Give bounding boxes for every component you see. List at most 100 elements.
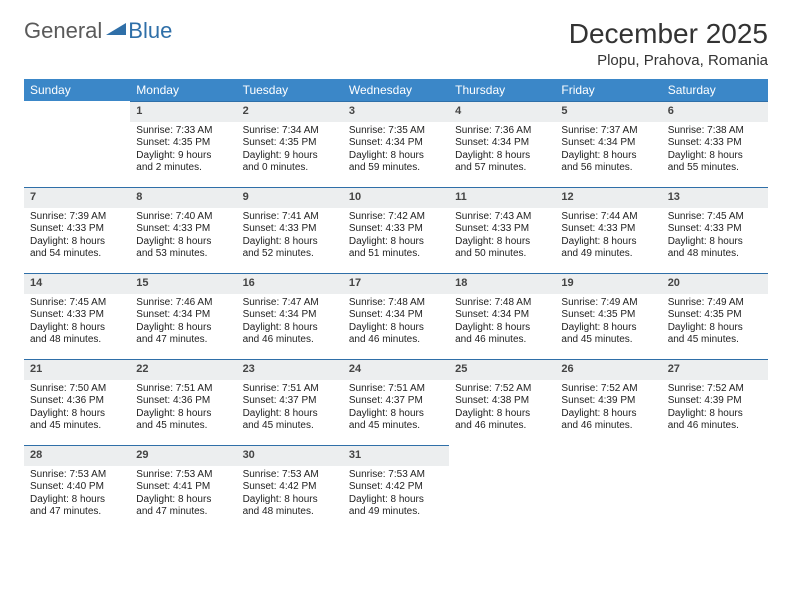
day-details: Sunrise: 7:43 AMSunset: 4:33 PMDaylight:… <box>449 208 555 265</box>
sunset-text: Sunset: 4:42 PM <box>349 481 443 494</box>
calendar-table: Sunday Monday Tuesday Wednesday Thursday… <box>24 79 768 531</box>
day-number: 13 <box>662 187 768 208</box>
day-details: Sunrise: 7:53 AMSunset: 4:40 PMDaylight:… <box>24 466 130 523</box>
day-details: Sunrise: 7:53 AMSunset: 4:41 PMDaylight:… <box>130 466 236 523</box>
day-number: 27 <box>662 359 768 380</box>
sunrise-text: Sunrise: 7:53 AM <box>243 469 337 482</box>
sunrise-text: Sunrise: 7:50 AM <box>30 383 124 396</box>
daylight-text: Daylight: 9 hours and 0 minutes. <box>243 150 337 175</box>
day-details: Sunrise: 7:53 AMSunset: 4:42 PMDaylight:… <box>237 466 343 523</box>
day-details: Sunrise: 7:52 AMSunset: 4:39 PMDaylight:… <box>555 380 661 437</box>
calendar-day: 18Sunrise: 7:48 AMSunset: 4:34 PMDayligh… <box>449 273 555 359</box>
daylight-text: Daylight: 8 hours and 49 minutes. <box>561 236 655 261</box>
calendar-day: 1Sunrise: 7:33 AMSunset: 4:35 PMDaylight… <box>130 101 236 187</box>
calendar-day: . <box>24 101 130 187</box>
calendar-day: 4Sunrise: 7:36 AMSunset: 4:34 PMDaylight… <box>449 101 555 187</box>
sunrise-text: Sunrise: 7:49 AM <box>668 297 762 310</box>
day-details: Sunrise: 7:44 AMSunset: 4:33 PMDaylight:… <box>555 208 661 265</box>
day-details: Sunrise: 7:48 AMSunset: 4:34 PMDaylight:… <box>449 294 555 351</box>
sunrise-text: Sunrise: 7:39 AM <box>30 211 124 224</box>
sunrise-text: Sunrise: 7:51 AM <box>349 383 443 396</box>
sunrise-text: Sunrise: 7:35 AM <box>349 125 443 138</box>
daylight-text: Daylight: 8 hours and 49 minutes. <box>349 494 443 519</box>
calendar-day: 24Sunrise: 7:51 AMSunset: 4:37 PMDayligh… <box>343 359 449 445</box>
calendar-day: 22Sunrise: 7:51 AMSunset: 4:36 PMDayligh… <box>130 359 236 445</box>
daylight-text: Daylight: 8 hours and 45 minutes. <box>136 408 230 433</box>
day-number: 18 <box>449 273 555 294</box>
sunset-text: Sunset: 4:41 PM <box>136 481 230 494</box>
sunset-text: Sunset: 4:34 PM <box>455 309 549 322</box>
daylight-text: Daylight: 8 hours and 47 minutes. <box>30 494 124 519</box>
sunset-text: Sunset: 4:36 PM <box>30 395 124 408</box>
sunset-text: Sunset: 4:34 PM <box>136 309 230 322</box>
day-number: 10 <box>343 187 449 208</box>
calendar-day: 27Sunrise: 7:52 AMSunset: 4:39 PMDayligh… <box>662 359 768 445</box>
sunset-text: Sunset: 4:33 PM <box>243 223 337 236</box>
calendar-week: 7Sunrise: 7:39 AMSunset: 4:33 PMDaylight… <box>24 187 768 273</box>
calendar-day: 28Sunrise: 7:53 AMSunset: 4:40 PMDayligh… <box>24 445 130 531</box>
day-details: Sunrise: 7:36 AMSunset: 4:34 PMDaylight:… <box>449 122 555 179</box>
sunrise-text: Sunrise: 7:53 AM <box>349 469 443 482</box>
daylight-text: Daylight: 8 hours and 45 minutes. <box>668 322 762 347</box>
day-number: 16 <box>237 273 343 294</box>
calendar-day: 14Sunrise: 7:45 AMSunset: 4:33 PMDayligh… <box>24 273 130 359</box>
daylight-text: Daylight: 8 hours and 46 minutes. <box>455 322 549 347</box>
daylight-text: Daylight: 8 hours and 46 minutes. <box>668 408 762 433</box>
calendar-day: 12Sunrise: 7:44 AMSunset: 4:33 PMDayligh… <box>555 187 661 273</box>
sunrise-text: Sunrise: 7:52 AM <box>561 383 655 396</box>
day-details: Sunrise: 7:52 AMSunset: 4:39 PMDaylight:… <box>662 380 768 437</box>
daylight-text: Daylight: 8 hours and 45 minutes. <box>561 322 655 347</box>
daylight-text: Daylight: 8 hours and 46 minutes. <box>349 322 443 347</box>
day-number: 23 <box>237 359 343 380</box>
sunrise-text: Sunrise: 7:46 AM <box>136 297 230 310</box>
calendar-week: 21Sunrise: 7:50 AMSunset: 4:36 PMDayligh… <box>24 359 768 445</box>
daylight-text: Daylight: 8 hours and 53 minutes. <box>136 236 230 261</box>
sunset-text: Sunset: 4:33 PM <box>561 223 655 236</box>
daylight-text: Daylight: 8 hours and 50 minutes. <box>455 236 549 261</box>
daylight-text: Daylight: 8 hours and 48 minutes. <box>30 322 124 347</box>
calendar-week: 28Sunrise: 7:53 AMSunset: 4:40 PMDayligh… <box>24 445 768 531</box>
col-monday: Monday <box>130 79 236 101</box>
day-number: 28 <box>24 445 130 466</box>
day-number: 4 <box>449 101 555 122</box>
day-details: Sunrise: 7:50 AMSunset: 4:36 PMDaylight:… <box>24 380 130 437</box>
daylight-text: Daylight: 8 hours and 57 minutes. <box>455 150 549 175</box>
sunset-text: Sunset: 4:33 PM <box>668 137 762 150</box>
day-number: 24 <box>343 359 449 380</box>
calendar-day: 3Sunrise: 7:35 AMSunset: 4:34 PMDaylight… <box>343 101 449 187</box>
sunrise-text: Sunrise: 7:41 AM <box>243 211 337 224</box>
day-details: Sunrise: 7:42 AMSunset: 4:33 PMDaylight:… <box>343 208 449 265</box>
sunset-text: Sunset: 4:34 PM <box>349 309 443 322</box>
sunset-text: Sunset: 4:34 PM <box>243 309 337 322</box>
sunrise-text: Sunrise: 7:48 AM <box>349 297 443 310</box>
calendar-day: 8Sunrise: 7:40 AMSunset: 4:33 PMDaylight… <box>130 187 236 273</box>
calendar-day: 15Sunrise: 7:46 AMSunset: 4:34 PMDayligh… <box>130 273 236 359</box>
sunrise-text: Sunrise: 7:53 AM <box>136 469 230 482</box>
sunrise-text: Sunrise: 7:45 AM <box>30 297 124 310</box>
day-details: Sunrise: 7:48 AMSunset: 4:34 PMDaylight:… <box>343 294 449 351</box>
day-details: Sunrise: 7:45 AMSunset: 4:33 PMDaylight:… <box>24 294 130 351</box>
sunset-text: Sunset: 4:36 PM <box>136 395 230 408</box>
sunset-text: Sunset: 4:35 PM <box>668 309 762 322</box>
day-details: Sunrise: 7:45 AMSunset: 4:33 PMDaylight:… <box>662 208 768 265</box>
calendar-week: .1Sunrise: 7:33 AMSunset: 4:35 PMDayligh… <box>24 101 768 187</box>
daylight-text: Daylight: 8 hours and 45 minutes. <box>30 408 124 433</box>
daylight-text: Daylight: 8 hours and 55 minutes. <box>668 150 762 175</box>
day-number: 5 <box>555 101 661 122</box>
sunrise-text: Sunrise: 7:42 AM <box>349 211 443 224</box>
col-tuesday: Tuesday <box>237 79 343 101</box>
calendar-day: 20Sunrise: 7:49 AMSunset: 4:35 PMDayligh… <box>662 273 768 359</box>
day-number: 2 <box>237 101 343 122</box>
sunset-text: Sunset: 4:39 PM <box>668 395 762 408</box>
day-number: 9 <box>237 187 343 208</box>
calendar-day: 16Sunrise: 7:47 AMSunset: 4:34 PMDayligh… <box>237 273 343 359</box>
sunset-text: Sunset: 4:38 PM <box>455 395 549 408</box>
sunset-text: Sunset: 4:33 PM <box>136 223 230 236</box>
sunrise-text: Sunrise: 7:40 AM <box>136 211 230 224</box>
day-number: 14 <box>24 273 130 294</box>
day-details: Sunrise: 7:39 AMSunset: 4:33 PMDaylight:… <box>24 208 130 265</box>
calendar-day: 23Sunrise: 7:51 AMSunset: 4:37 PMDayligh… <box>237 359 343 445</box>
day-number: 22 <box>130 359 236 380</box>
calendar-day: 7Sunrise: 7:39 AMSunset: 4:33 PMDaylight… <box>24 187 130 273</box>
col-thursday: Thursday <box>449 79 555 101</box>
